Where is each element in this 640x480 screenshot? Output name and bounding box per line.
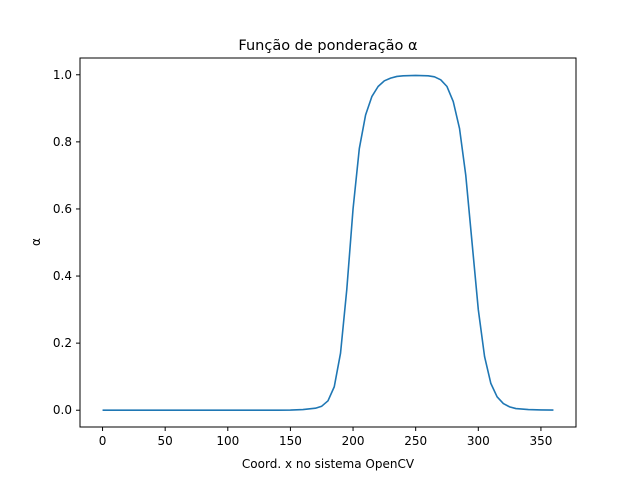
x-tick-label: 300: [467, 434, 490, 448]
y-tick-label: 0.4: [53, 269, 72, 283]
chart-title: Função de ponderação α: [238, 38, 417, 54]
y-tick-label: 0.0: [53, 403, 72, 417]
x-axis-label: Coord. x no sistema OpenCV: [242, 457, 415, 471]
y-tick-label: 0.2: [53, 336, 72, 350]
x-tick-label: 100: [216, 434, 239, 448]
y-axis-label: α: [29, 238, 43, 246]
plot-area: [102, 74, 554, 412]
x-tick-label: 0: [99, 434, 107, 448]
x-tick-label: 350: [529, 434, 552, 448]
x-tick-label: 200: [342, 434, 365, 448]
y-axis: 0.0 0.2 0.4 0.6 0.8 1.0: [53, 68, 80, 417]
series-line: [102, 74, 554, 412]
y-tick-label: 0.6: [53, 202, 72, 216]
x-axis: 0 50 100 150 200 250 300 350: [99, 427, 552, 448]
y-tick-label: 1.0: [53, 68, 72, 82]
y-tick-label: 0.8: [53, 135, 72, 149]
x-tick-label: 50: [158, 434, 173, 448]
x-tick-label: 250: [404, 434, 427, 448]
x-tick-label: 150: [279, 434, 302, 448]
axes-frame: [79, 57, 577, 428]
